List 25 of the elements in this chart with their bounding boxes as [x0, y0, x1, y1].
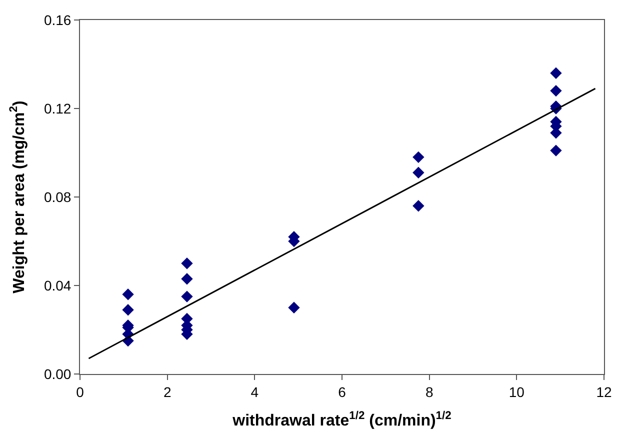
- y-tick-label: 0.16: [44, 12, 72, 28]
- point: [122, 288, 134, 300]
- x-tick-label: 10: [508, 384, 525, 400]
- point: [412, 200, 424, 212]
- x-tick-label: 8: [425, 384, 434, 400]
- point: [181, 273, 193, 285]
- y-tick-label: 0.08: [44, 188, 72, 205]
- x-tick-label: 6: [338, 384, 346, 400]
- x-tick-label: 2: [163, 384, 172, 400]
- point: [412, 151, 424, 164]
- point: [550, 67, 562, 79]
- point: [288, 302, 300, 314]
- point: [550, 144, 562, 156]
- x-tick-label: 4: [250, 384, 259, 400]
- point: [122, 304, 134, 316]
- x-axis-title: withdrawal rate$^{1/2}$ (cm/min)$^{1/2}$: [232, 410, 452, 430]
- point: [412, 166, 424, 179]
- x-tick-label: 0: [76, 384, 84, 400]
- point: [550, 84, 562, 97]
- point: [181, 290, 193, 302]
- x-tick-label: 12: [596, 384, 612, 400]
- point: [181, 258, 193, 270]
- y-tick-label: 0.00: [44, 366, 72, 382]
- y-tick-label: 0.12: [44, 100, 72, 116]
- y-tick-label: 0.04: [44, 277, 72, 294]
